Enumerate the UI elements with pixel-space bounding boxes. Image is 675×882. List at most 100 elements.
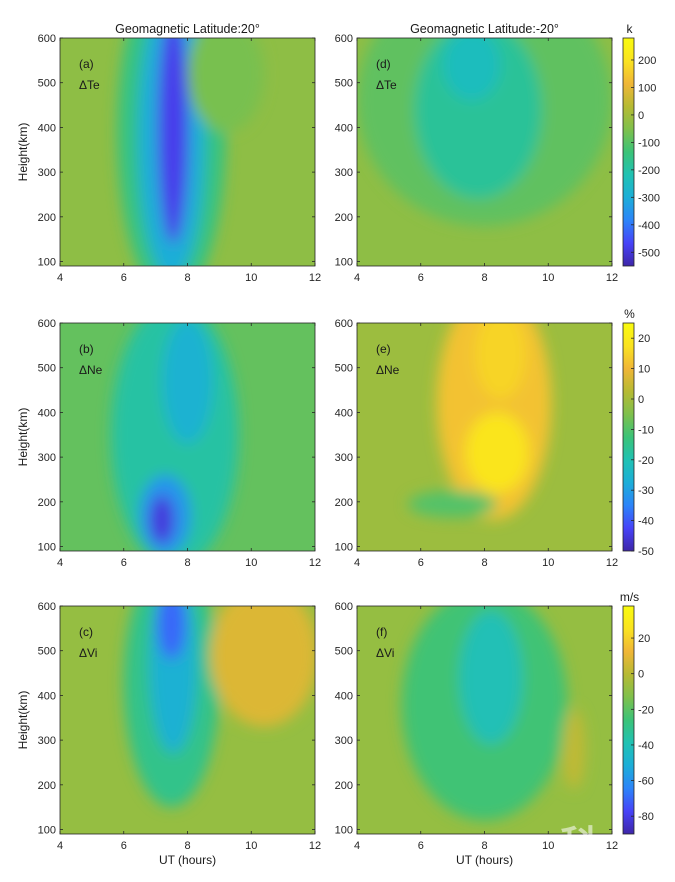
heatmap-field [357, 38, 612, 266]
contour-region [149, 495, 175, 545]
x-tick-label: 8 [481, 272, 487, 284]
x-tick-label: 6 [418, 557, 424, 569]
y-tick-label: 300 [335, 167, 353, 179]
colorbar-tick-label: -500 [638, 247, 660, 259]
y-tick-label: 200 [335, 212, 353, 224]
heatmap-field [60, 38, 315, 266]
colorbar-tick-label: 20 [638, 633, 650, 645]
colorbar-tick-label: -400 [638, 220, 660, 232]
x-tick-label: 12 [309, 840, 321, 852]
y-tick-label: 400 [38, 122, 56, 134]
contour-region [209, 606, 315, 727]
y-axis-label: Height(km) [16, 691, 30, 750]
y-tick-label: 200 [335, 497, 353, 509]
y-tick-label: 100 [38, 257, 56, 269]
x-tick-label: 12 [606, 840, 618, 852]
x-tick-label: 10 [245, 840, 257, 852]
x-tick-label: 4 [57, 557, 63, 569]
y-tick-label: 300 [38, 735, 56, 747]
panel-f: 4 6 8 10 12 100 200 300 400 500 600 (f) ΔVi UT (hours… [335, 601, 618, 867]
colorbar-tick-label: 10 [638, 364, 650, 376]
x-tick-label: 10 [542, 557, 554, 569]
colorbar-tick-label: -60 [638, 776, 654, 788]
colorbar-tick-label: -300 [638, 192, 660, 204]
colorbar-tick-label: 0 [638, 669, 644, 681]
colorbar-ramp [622, 37, 635, 267]
colorbar-tick-label: -100 [638, 137, 660, 149]
panel-label: (d) [376, 57, 391, 71]
contour-region [157, 606, 186, 660]
colorbar-unit: m/s [620, 590, 639, 604]
contour-region [474, 323, 526, 399]
x-tick-label: 6 [418, 840, 424, 852]
y-tick-label: 400 [335, 407, 353, 419]
quantity-label: ΔTe [79, 78, 100, 92]
x-tick-label: 4 [57, 272, 63, 284]
contour-region [149, 606, 198, 754]
contour-region [162, 323, 213, 444]
y-tick-label: 300 [38, 452, 56, 464]
colorbar-tick-label: -10 [638, 424, 654, 436]
y-tick-label: 600 [38, 33, 56, 45]
x-tick-label: 4 [354, 840, 360, 852]
panel-label: (b) [79, 342, 94, 356]
y-tick-label: 300 [335, 735, 353, 747]
colorbar-tick-label: -200 [638, 165, 660, 177]
x-tick-label: 10 [542, 272, 554, 284]
y-tick-label: 500 [38, 646, 56, 658]
watermark-logo: 科 [560, 822, 598, 867]
panel-label: (a) [79, 57, 94, 71]
colorbar-unit: k [627, 22, 634, 36]
quantity-label: ΔTe [376, 78, 397, 92]
colorbar-tick-label: -20 [638, 704, 654, 716]
colorbar-tick-label: 200 [638, 55, 656, 67]
colorbar-tick-label: -30 [638, 485, 654, 497]
y-tick-label: 200 [38, 212, 56, 224]
panel-title: Geomagnetic Latitude:20° [115, 22, 260, 36]
y-tick-label: 600 [335, 318, 353, 330]
y-tick-label: 100 [38, 542, 56, 554]
x-tick-label: 4 [354, 557, 360, 569]
y-tick-label: 500 [38, 78, 56, 90]
y-tick-label: 300 [38, 167, 56, 179]
y-tick-label: 600 [38, 318, 56, 330]
y-tick-label: 100 [335, 825, 353, 837]
heatmap-field [357, 323, 612, 551]
x-tick-label: 8 [184, 557, 190, 569]
contour-region [157, 38, 189, 244]
y-tick-label: 100 [335, 257, 353, 269]
x-tick-label: 10 [542, 840, 554, 852]
panel-e: 4 6 8 10 12 100 200 300 400 500 600 (e) ΔNe [335, 318, 618, 569]
heatmap-field [357, 606, 612, 834]
colorbar-ramp [622, 605, 635, 835]
y-tick-label: 400 [38, 407, 56, 419]
colorbar-tick-label: 100 [638, 82, 656, 94]
y-tick-label: 600 [38, 601, 56, 613]
y-tick-label: 200 [335, 780, 353, 792]
x-tick-label: 10 [245, 272, 257, 284]
quantity-label: ΔNe [376, 363, 400, 377]
panel-d: 4 6 8 10 12 100 200 300 400 500 600 (d) ΔTe Geomagnet… [335, 22, 618, 284]
contour-region [562, 708, 585, 790]
y-axis-label: Height(km) [16, 123, 30, 182]
y-tick-label: 300 [335, 452, 353, 464]
panel-label: (c) [79, 625, 93, 639]
panel-c: 4 6 8 10 12 100 200 300 400 500 600 (c) ΔVi Height(km… [16, 601, 321, 867]
x-tick-label: 6 [418, 272, 424, 284]
y-tick-label: 600 [335, 601, 353, 613]
x-axis-label: UT (hours) [159, 853, 216, 867]
y-tick-label: 500 [335, 78, 353, 90]
colorbar-unit: % [624, 307, 635, 321]
heatmap-field [60, 606, 315, 834]
x-tick-label: 10 [245, 557, 257, 569]
y-tick-label: 200 [38, 780, 56, 792]
y-tick-label: 600 [335, 33, 353, 45]
heatmap-field [60, 323, 315, 551]
y-tick-label: 500 [335, 363, 353, 375]
contour-region [408, 490, 498, 518]
y-tick-label: 500 [335, 646, 353, 658]
y-tick-label: 100 [335, 542, 353, 554]
contour-region [187, 38, 264, 132]
y-tick-label: 400 [335, 690, 353, 702]
colorbar-tick-label: -80 [638, 811, 654, 823]
